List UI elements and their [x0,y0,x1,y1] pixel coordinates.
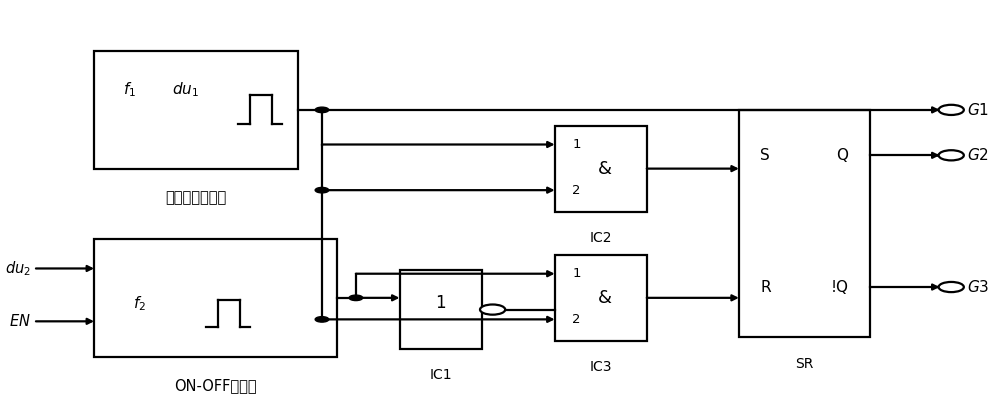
Text: 1: 1 [572,138,581,151]
Text: IC3: IC3 [589,360,612,375]
Bar [94,239,337,356]
Circle shape [480,304,505,315]
Text: $EN$: $EN$ [9,313,31,329]
Circle shape [939,105,964,115]
Bar [400,270,482,349]
Circle shape [939,150,964,160]
Text: IC2: IC2 [589,231,612,245]
Text: $du_2$: $du_2$ [5,259,31,278]
Circle shape [315,107,329,113]
Text: ON-OFF调制器: ON-OFF调制器 [174,378,257,393]
Bar [94,51,298,169]
Text: !Q: !Q [830,279,848,294]
Circle shape [349,295,363,301]
Text: S: S [760,148,770,163]
Text: $G3$: $G3$ [967,279,989,295]
Text: 1: 1 [435,294,446,312]
Circle shape [939,282,964,292]
Text: IC1: IC1 [429,369,452,382]
Bar [739,110,870,337]
Text: $du_1$: $du_1$ [172,81,199,99]
Text: 2: 2 [572,313,581,326]
Bar [555,255,647,341]
Text: $G1$: $G1$ [967,102,989,118]
Circle shape [315,317,329,322]
Text: $f_1$: $f_1$ [123,81,136,99]
Text: $G2$: $G2$ [967,147,989,163]
Text: Q: Q [836,148,848,163]
Bar [555,126,647,212]
Text: &: & [598,160,612,178]
Text: 高频方波发生器: 高频方波发生器 [165,190,227,205]
Circle shape [315,187,329,193]
Text: 1: 1 [572,267,581,280]
Text: $f_2$: $f_2$ [133,294,146,313]
Text: 2: 2 [572,184,581,196]
Text: R: R [760,279,771,294]
Text: &: & [598,289,612,307]
Text: SR: SR [795,356,814,371]
